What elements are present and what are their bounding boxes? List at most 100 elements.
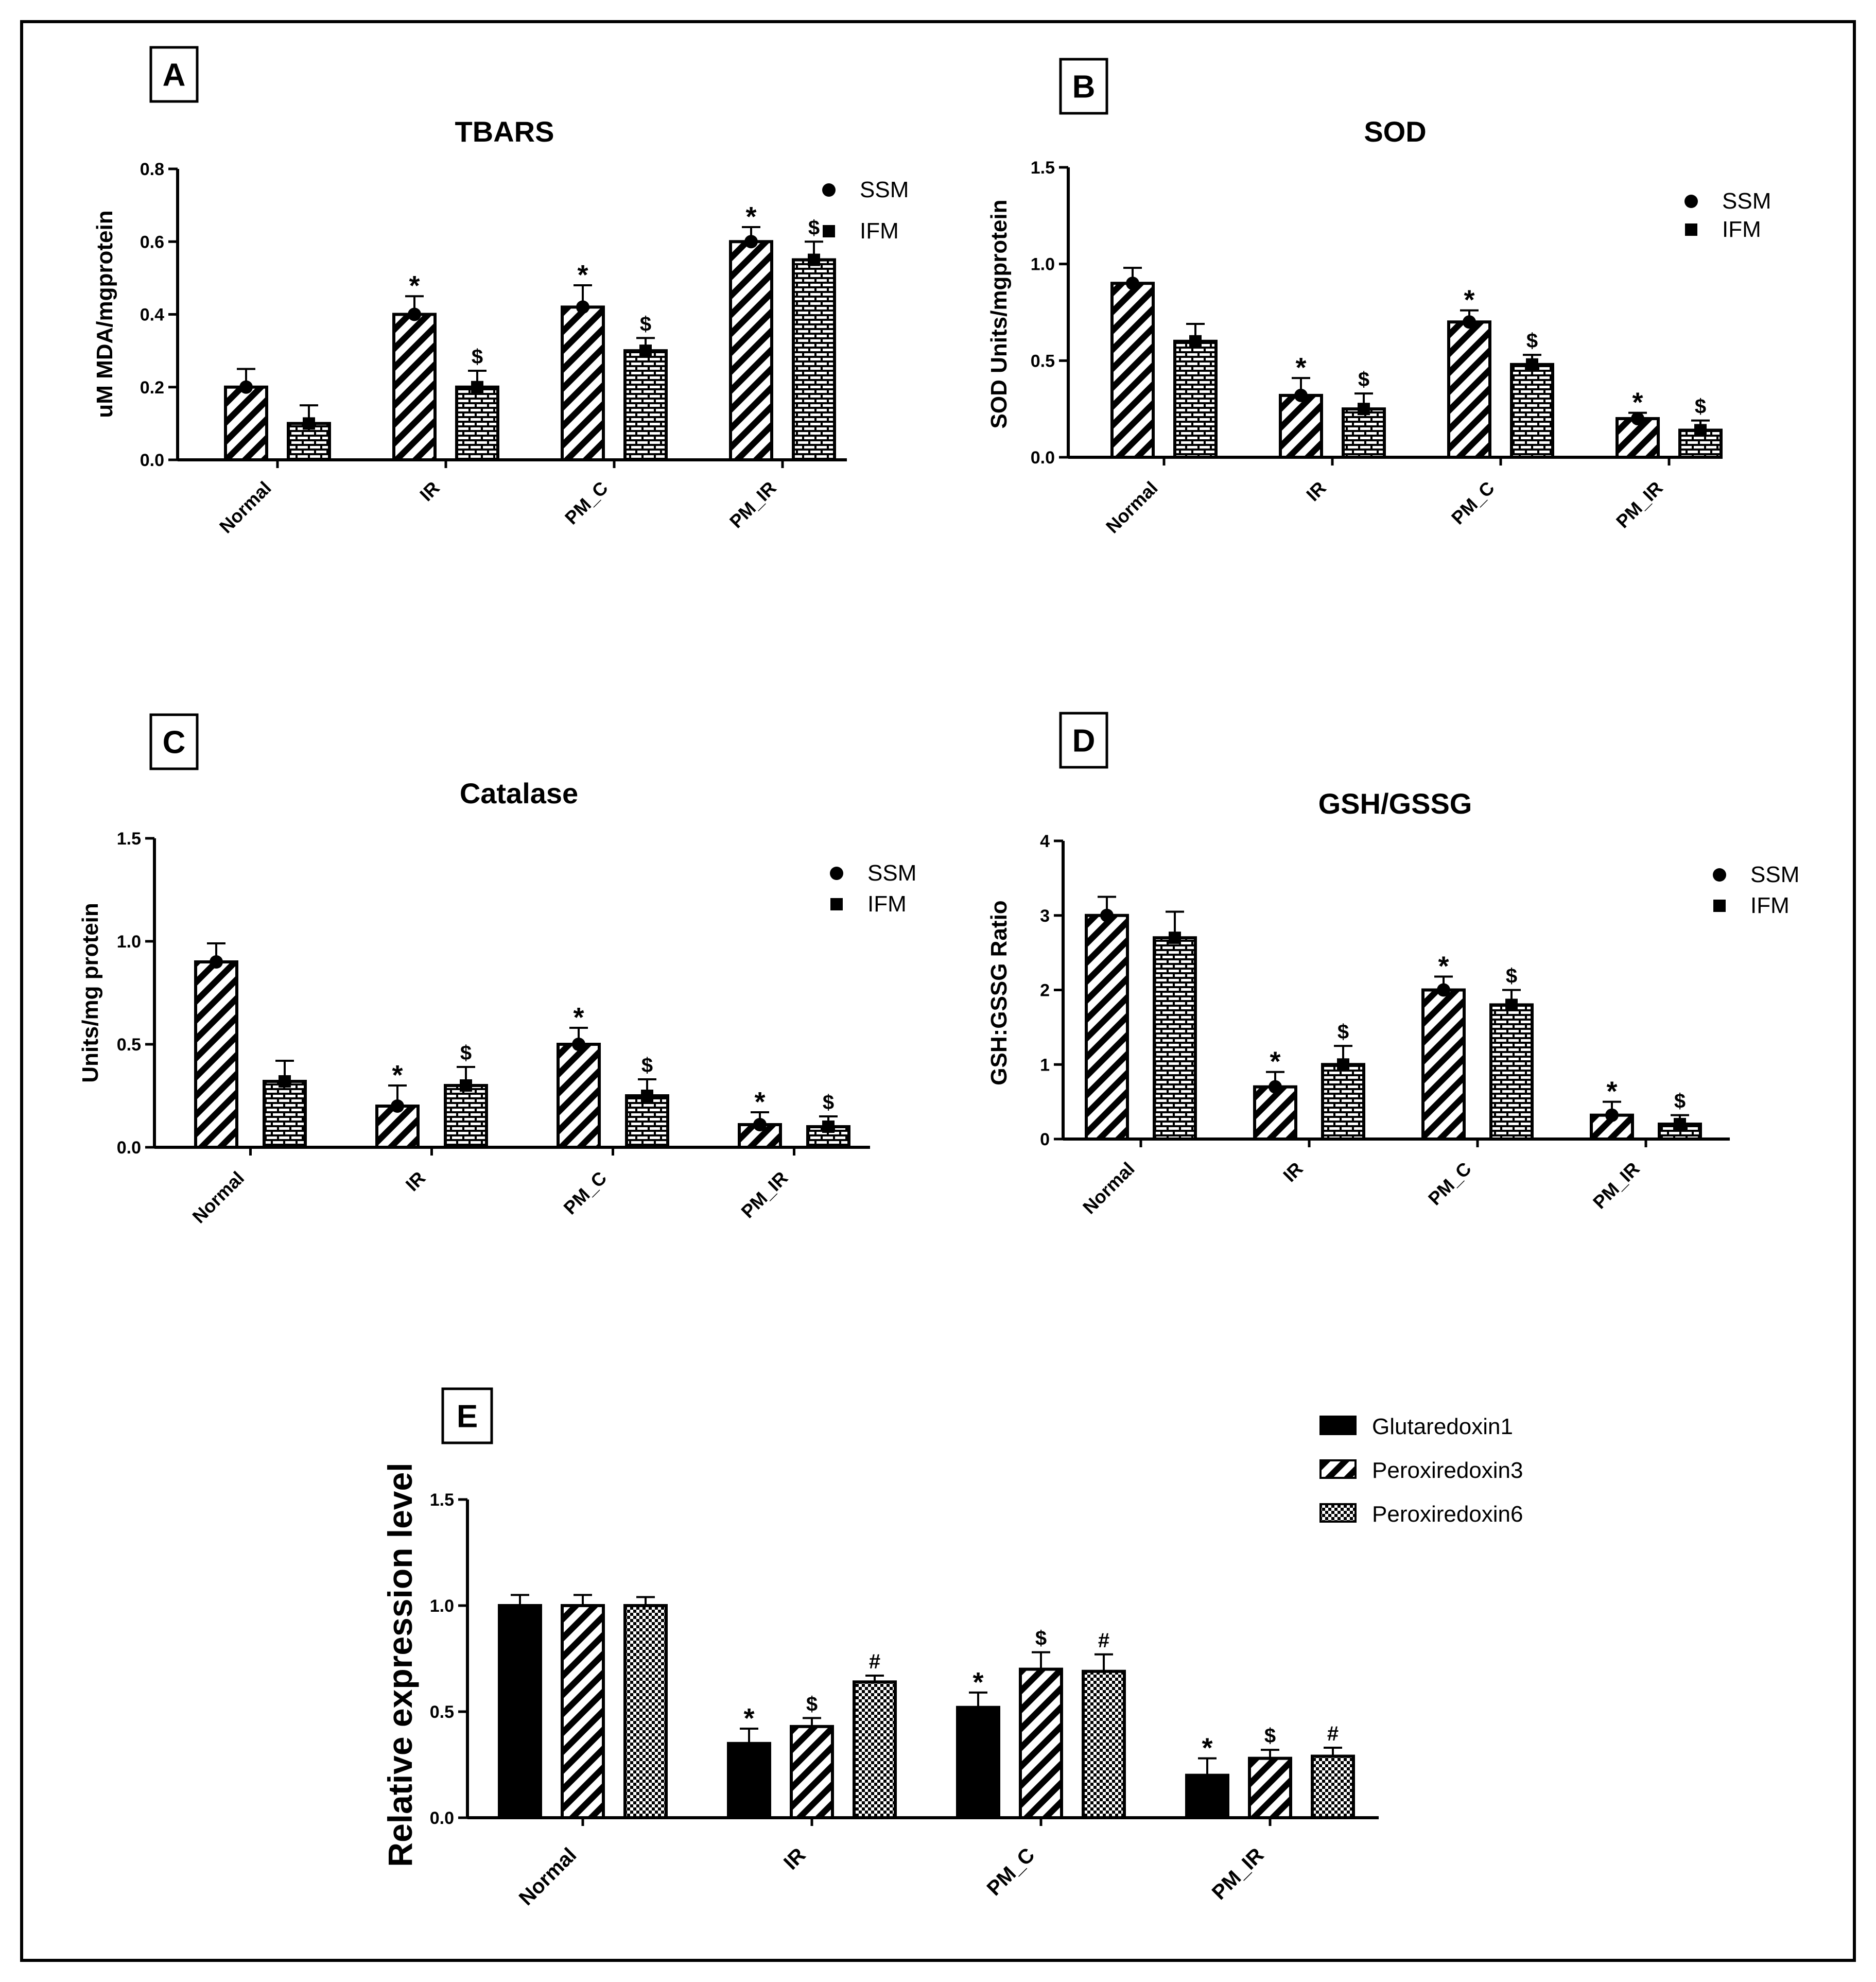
data-point-square xyxy=(1674,1118,1686,1131)
y-axis-label: GSH:GSSG Ratio xyxy=(986,900,1012,1085)
data-point-circle xyxy=(1100,908,1114,922)
data-point-square xyxy=(1694,424,1707,437)
bar-ssm xyxy=(557,1043,601,1149)
panel-e: E Relative expression level 0.0 0.5 1.0 1.5 No… xyxy=(381,1387,1523,1910)
y-axis-label: Units/mg protein xyxy=(78,903,103,1083)
panel-d: D GSH/GSSG GSH:GSSG Ratio 0 1 2 3 4 Normal IR * $ PM… xyxy=(986,712,1799,1218)
y-tick-label: 1 xyxy=(1040,1055,1050,1075)
significance-mark: $ xyxy=(808,216,820,239)
data-point-square xyxy=(639,344,652,357)
legend-label: Peroxiredoxin3 xyxy=(1372,1458,1523,1483)
x-category-label: PM_IR xyxy=(1589,1158,1644,1213)
bar-peroxiredoxin3 xyxy=(1019,1667,1063,1820)
legend-label: SSM xyxy=(867,860,916,886)
y-tick-label: 1.0 xyxy=(117,932,141,952)
significance-mark: $ xyxy=(472,346,483,368)
bar-ifm xyxy=(792,258,836,461)
x-category-label: PM_C xyxy=(1447,477,1499,529)
panel-letter-box xyxy=(149,46,199,103)
data-point-circle xyxy=(753,1118,767,1131)
bar-ifm xyxy=(1510,363,1554,459)
legend-label: SSM xyxy=(860,177,909,202)
data-point-square xyxy=(303,417,315,430)
panel-letter: D xyxy=(1072,723,1096,759)
bar-ssm xyxy=(561,305,605,461)
legend-marker-square xyxy=(1713,900,1726,912)
significance-mark: * xyxy=(1202,1733,1212,1764)
data-point-circle xyxy=(210,955,223,969)
y-axis-label: SOD Units/mgprotein xyxy=(986,200,1012,429)
x-category-label: IR xyxy=(402,1167,429,1195)
panel-a: A TBARS uM MDA/mgprotein 0.0 0.2 0.4 0.6 0.8 Nor… xyxy=(92,46,909,538)
bar-ssm xyxy=(1253,1085,1297,1141)
legend-marker-square xyxy=(830,898,843,910)
legend-label: SSM xyxy=(1722,188,1771,214)
x-category-label: PM_IR xyxy=(737,1167,792,1222)
data-point-circle xyxy=(1463,315,1476,329)
data-point-square xyxy=(808,253,820,266)
x-category-label: IR xyxy=(779,1843,810,1874)
y-tick-label: 3 xyxy=(1040,906,1050,926)
bar-ifm xyxy=(263,1080,307,1149)
legend-label: Glutaredoxin1 xyxy=(1372,1414,1513,1439)
legend-swatch xyxy=(1319,1459,1357,1479)
x-category-label: PM_C xyxy=(561,477,612,529)
legend-label: SSM xyxy=(1750,862,1799,887)
x-category-label: Normal xyxy=(215,477,275,538)
significance-mark: $ xyxy=(641,1054,653,1077)
y-axis-label: Relative expression level xyxy=(381,1462,419,1867)
significance-mark: * xyxy=(1295,352,1306,383)
x-category-label: Normal xyxy=(515,1843,581,1910)
y-tick-label: 1.0 xyxy=(1031,255,1055,274)
legend-marker-square xyxy=(823,225,835,237)
data-point-circle xyxy=(576,300,589,314)
legend-marker-square xyxy=(1685,223,1697,236)
significance-mark: $ xyxy=(1264,1725,1276,1747)
legend-label: IFM xyxy=(867,891,907,917)
significance-mark: * xyxy=(1632,387,1643,418)
x-category-label: PM_C xyxy=(983,1843,1039,1900)
data-point-circle xyxy=(239,380,253,394)
outer-border xyxy=(20,20,1856,1962)
bar-glutaredoxin1 xyxy=(1185,1773,1229,1820)
data-point-square xyxy=(1358,403,1370,416)
legend-marker-circle xyxy=(822,183,836,197)
x-category-label: IR xyxy=(1302,477,1330,505)
bar-ifm xyxy=(1489,1003,1534,1141)
legend-label: IFM xyxy=(1722,217,1761,242)
y-tick-label: 0.0 xyxy=(430,1808,454,1828)
bar-ifm xyxy=(455,385,499,461)
significance-mark: $ xyxy=(823,1091,834,1114)
data-point-circle xyxy=(1126,277,1139,290)
chart-title: TBARS xyxy=(455,115,554,148)
bar-glutaredoxin1 xyxy=(498,1604,542,1819)
bar-ifm xyxy=(1342,407,1386,459)
significance-mark: $ xyxy=(1526,330,1538,352)
bar-peroxiredoxin6 xyxy=(853,1680,897,1820)
y-tick-label: 0.0 xyxy=(1031,448,1055,468)
bar-ssm xyxy=(1421,988,1466,1141)
bar-ssm xyxy=(392,313,437,461)
panel-letter: A xyxy=(163,58,186,93)
panel-letter-box xyxy=(1059,712,1108,769)
panel-letter: B xyxy=(1072,70,1096,105)
y-tick-label: 1.0 xyxy=(430,1596,454,1616)
bar-peroxiredoxin3 xyxy=(790,1725,834,1820)
significance-mark: * xyxy=(573,1002,584,1033)
y-tick-label: 0.5 xyxy=(430,1702,454,1722)
data-point-square xyxy=(460,1079,472,1092)
bar-peroxiredoxin6 xyxy=(1082,1669,1126,1819)
y-tick-label: 0.5 xyxy=(117,1035,141,1055)
significance-mark: * xyxy=(1606,1076,1617,1107)
significance-mark: * xyxy=(392,1060,403,1091)
y-tick-label: 4 xyxy=(1040,832,1050,851)
data-point-circle xyxy=(1437,983,1450,997)
bar-ssm xyxy=(1110,282,1155,459)
data-point-circle xyxy=(572,1038,585,1051)
data-point-square xyxy=(822,1121,835,1133)
significance-mark: * xyxy=(745,201,756,232)
y-axis-label: uM MDA/mgprotein xyxy=(92,210,117,418)
bar-ssm xyxy=(224,385,268,461)
significance-mark: * xyxy=(1270,1046,1280,1077)
bar-ssm xyxy=(1085,914,1129,1141)
